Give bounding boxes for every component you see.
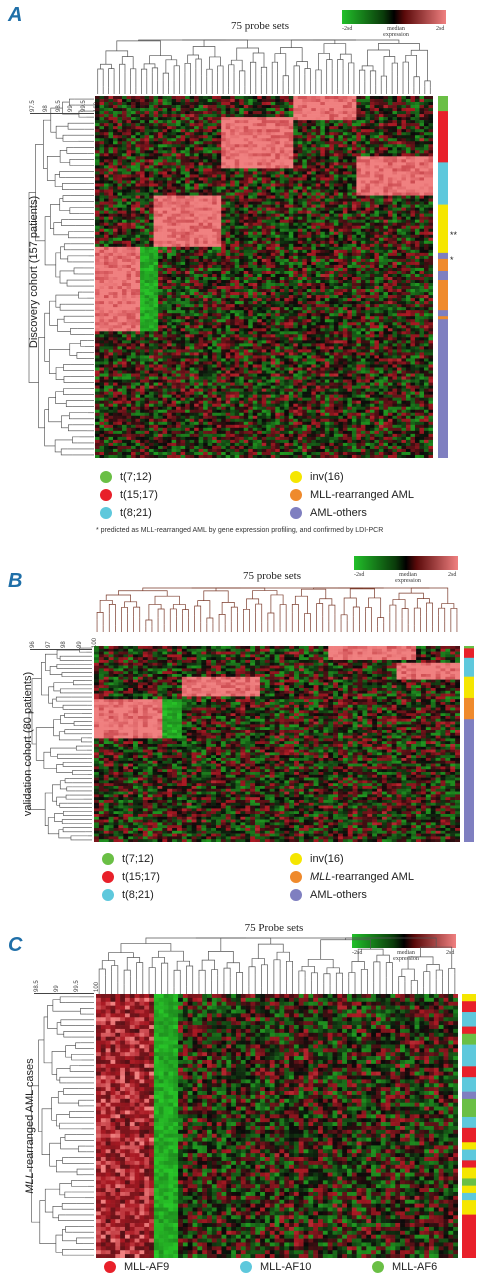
panel-c-class-bar (462, 994, 476, 1258)
panel-b-legend-t821: t(8;21) (102, 889, 154, 901)
panel-c-letter: C (8, 934, 22, 957)
panel-c-scale-mid: median expression (390, 950, 422, 962)
legend-dot-icon (290, 889, 302, 901)
panel-c-column-dendrogram (98, 937, 456, 994)
panel-c-side-label: MLL-rearranged AML cases (24, 1046, 36, 1206)
panel-a-legend-mll: MLL-rearranged AML (290, 489, 414, 501)
panel-b-scale-low: -2sd (354, 572, 364, 578)
panel-b-legend-t1517: t(15;17) (102, 871, 160, 883)
panel-c-legend-af6: MLL-AF6 (372, 1261, 437, 1273)
legend-dot-icon (102, 871, 114, 883)
panel-a-legend-inv16: inv(16) (290, 471, 344, 483)
panel-a-asterisk-2: * (450, 255, 454, 265)
panel-a-row-dendrogram (28, 98, 94, 456)
scale-tick-label: 98.5 (34, 980, 40, 992)
scale-tick-label: 99 (54, 985, 60, 992)
panel-a-side-label: Discovery cohort (157 patients) (28, 182, 40, 362)
panel-b-scale-ticks: 96 97 98 99 100 (30, 632, 98, 650)
legend-dot-icon (102, 889, 114, 901)
panel-b-class-bar (464, 646, 474, 842)
panel-b-legend-mll: MLL -rearranged AML (290, 871, 414, 883)
legend-dot-icon (290, 853, 302, 865)
panel-b-legend-t712: t(7;12) (102, 853, 154, 865)
panel-b-scale-high: 2sd (448, 572, 456, 578)
panel-b-title: 75 probe sets (212, 570, 332, 582)
panel-b-heatmap (94, 646, 460, 842)
panel-b-column-dendrogram (96, 587, 458, 632)
panel-a-scale-low: -2sd (342, 26, 352, 32)
panel-c-legend-af9: MLL-AF9 (104, 1261, 169, 1273)
panel-a-legend-others: AML-others (290, 507, 367, 519)
panel-b-legend-others: AML-others (290, 889, 367, 901)
legend-dot-icon (290, 471, 302, 483)
scale-tick-label: 100 (94, 982, 100, 992)
legend-dot-icon (100, 489, 112, 501)
panel-a-heatmap (95, 96, 433, 458)
panel-a-letter: A (8, 4, 22, 27)
panel-a-scale-high: 2sd (436, 26, 444, 32)
panel-a-asterisk-1: ** (450, 230, 457, 240)
panel-a-legend-t712: t(7;12) (100, 471, 152, 483)
panel-b-color-scale (354, 556, 458, 570)
panel-a-legend-t821: t(8;21) (100, 507, 152, 519)
scale-tick-label: 99.5 (74, 980, 80, 992)
panel-b-row-dendrogram (28, 647, 92, 841)
panel-a-column-dendrogram (97, 39, 431, 94)
panel-a-scale-mid: median expression (380, 26, 412, 38)
legend-dot-icon (372, 1261, 384, 1273)
legend-dot-icon (100, 471, 112, 483)
panel-c-row-dendrogram (31, 996, 94, 1256)
panel-a-color-scale (342, 10, 446, 24)
legend-dot-icon (290, 489, 302, 501)
legend-dot-icon (100, 507, 112, 519)
legend-dot-icon (102, 853, 114, 865)
panel-a-title: 75 probe sets (200, 20, 320, 32)
panel-c-color-scale (352, 934, 456, 948)
panel-c-heatmap (96, 994, 458, 1258)
panel-c-title: 75 Probe sets (214, 922, 334, 934)
legend-dot-icon (290, 871, 302, 883)
panel-a-footnote: * predicted as MLL-rearranged AML by gen… (96, 527, 383, 534)
panel-a-class-bar (438, 96, 448, 458)
panel-c-legend-af10: MLL-AF10 (240, 1261, 311, 1273)
legend-dot-icon (290, 507, 302, 519)
panel-c-scale-low: -2sd (352, 950, 362, 956)
panel-a-legend-t1517: t(15;17) (100, 489, 158, 501)
panel-c-scale-high: 2sd (446, 950, 454, 956)
legend-dot-icon (104, 1261, 116, 1273)
legend-dot-icon (240, 1261, 252, 1273)
panel-b-scale-mid: median expression (392, 572, 424, 584)
panel-c-scale-ticks: 98.5 99 99.5 100 (34, 976, 100, 994)
panel-b-legend-inv16: inv(16) (290, 853, 344, 865)
panel-b-side-label: validation cohort (80 patients) (22, 664, 34, 824)
panel-b-letter: B (8, 570, 22, 593)
